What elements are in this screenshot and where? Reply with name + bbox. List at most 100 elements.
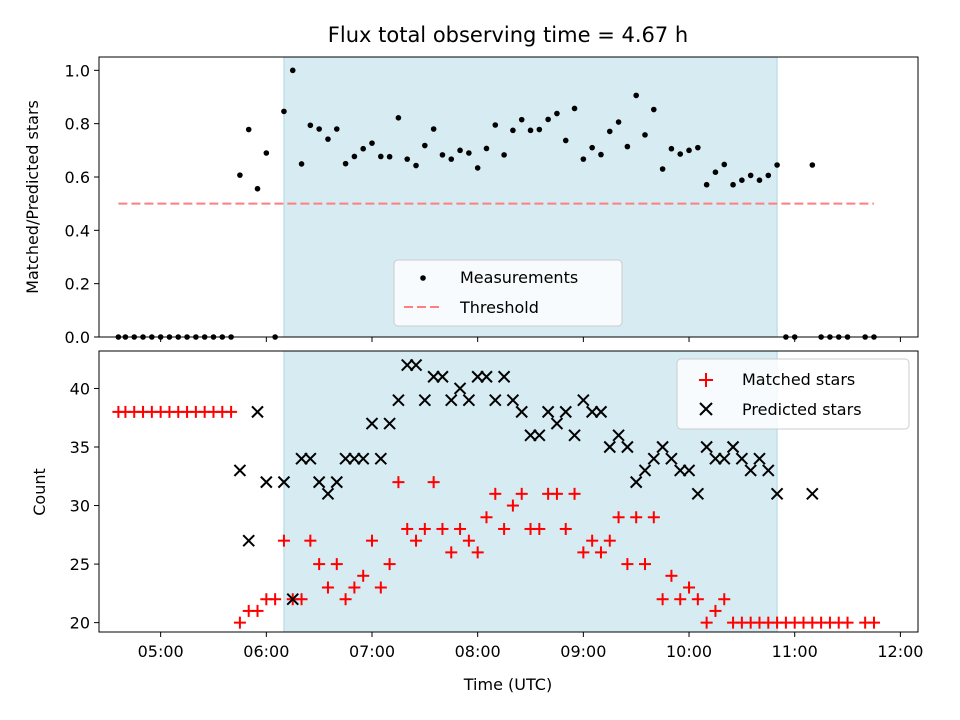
predicted-star-point [233, 464, 247, 477]
x-tick-label: 05:00 [138, 642, 184, 661]
x-tick-label: 07:00 [349, 642, 395, 661]
measurement-point [562, 137, 569, 144]
predicted-star-point [471, 370, 484, 383]
measurement-point [483, 145, 490, 152]
predicted-star-point [321, 487, 335, 501]
measurement-point [598, 151, 604, 158]
x-tick-label: 12:00 [877, 642, 923, 661]
measurement-point [342, 160, 349, 167]
measurement-point [518, 116, 525, 123]
matched-star-point [277, 534, 290, 547]
legend-predicted-label: Predicted stars [742, 400, 862, 419]
legend-measurements-label: Measurements [460, 268, 578, 287]
matched-star-point [691, 593, 704, 606]
predicted-star-point [418, 393, 432, 407]
predicted-star-point [577, 393, 590, 407]
measurement-point [325, 136, 331, 142]
matched-star-point [603, 534, 616, 547]
ratio-panel: 0.0 0.2 0.4 0.6 0.8 1.0 [65, 56, 919, 347]
measurement-point [677, 151, 684, 157]
matched-star-point [498, 522, 511, 535]
measurement-point [466, 150, 472, 156]
predicted-star-point [806, 487, 819, 501]
y-tick-label: 35 [70, 438, 90, 457]
matched-star-point [366, 534, 378, 547]
legend-matched-marker [699, 373, 713, 387]
matched-star-point [321, 581, 334, 594]
predicted-star-point [295, 452, 308, 465]
matched-star-point [383, 558, 396, 571]
measurement-point [809, 162, 816, 168]
y-tick-label: 0.2 [65, 275, 90, 294]
predicted-star-point [594, 405, 608, 419]
measurement-point [474, 165, 481, 171]
matched-star-point [709, 604, 722, 617]
matched-star-point [656, 593, 669, 606]
measurement-point [333, 126, 340, 132]
measurement-point [739, 177, 745, 183]
matched-star-point [577, 546, 590, 559]
predicted-star-point [489, 393, 502, 407]
measurement-point [237, 172, 243, 178]
predicted-star-point [762, 464, 775, 477]
predicted-star-point [401, 358, 414, 372]
predicted-star-point [674, 464, 687, 477]
predicted-star-point [445, 393, 458, 407]
predicted-star-point [524, 429, 537, 442]
predicted-star-point [365, 417, 379, 430]
matched-star-point [462, 534, 475, 547]
matched-star-point [454, 522, 467, 535]
matched-star-point [533, 522, 546, 535]
bottom-legend: Matched stars Predicted stars [676, 358, 910, 430]
y-tick-label: 0.0 [65, 328, 90, 347]
predicted-star-point [603, 440, 616, 454]
measurement-point [589, 144, 595, 151]
predicted-star-point [744, 464, 757, 477]
predicted-star-point [497, 370, 511, 383]
matched-star-point [295, 593, 308, 606]
measurement-point [263, 150, 270, 156]
top-y-axis-label: Matched/Predicted stars [23, 100, 42, 294]
measurement-point [430, 126, 437, 132]
measurement-point [545, 116, 551, 123]
matched-star-point [357, 569, 370, 582]
measurement-point [615, 119, 622, 125]
matched-star-point [410, 534, 423, 547]
matched-star-point [313, 558, 326, 571]
measurement-point [457, 147, 463, 154]
measurement-point [668, 145, 675, 152]
matched-star-point [647, 511, 660, 524]
predicted-star-point [242, 534, 255, 547]
legend-measurements-marker [420, 275, 426, 281]
matched-star-point [304, 534, 317, 547]
matched-star-point [621, 558, 634, 571]
predicted-star-point [770, 487, 784, 501]
matched-star-point [594, 546, 607, 559]
predicted-star-point [753, 452, 766, 465]
predicted-star-point [709, 452, 722, 465]
plot-frame [98, 56, 919, 338]
measurement-point [307, 122, 314, 129]
measurement-point [659, 166, 666, 172]
matched-star-point [445, 546, 458, 559]
matched-star-point [225, 405, 238, 418]
measurement-point [774, 162, 780, 168]
measurement-point [527, 127, 534, 134]
measurement-point [254, 185, 261, 192]
measurement-point [510, 127, 516, 134]
matched-star-point [489, 487, 502, 500]
measurement-point [756, 177, 763, 183]
predicted-star-point [665, 452, 678, 465]
predicted-star-point [330, 475, 343, 489]
predicted-star-point [682, 464, 696, 477]
top-chart-title: Flux total observing time = 4.67 h [328, 23, 688, 47]
measurement-point [281, 108, 287, 115]
matched-star-point [251, 604, 264, 617]
predicted-star-point [700, 440, 713, 454]
measurement-point [536, 126, 543, 133]
predicted-star-point [392, 393, 405, 407]
predicted-star-point [691, 487, 705, 501]
measurement-point [606, 128, 613, 135]
measurement-point [571, 105, 578, 112]
predicted-star-point [585, 405, 599, 419]
